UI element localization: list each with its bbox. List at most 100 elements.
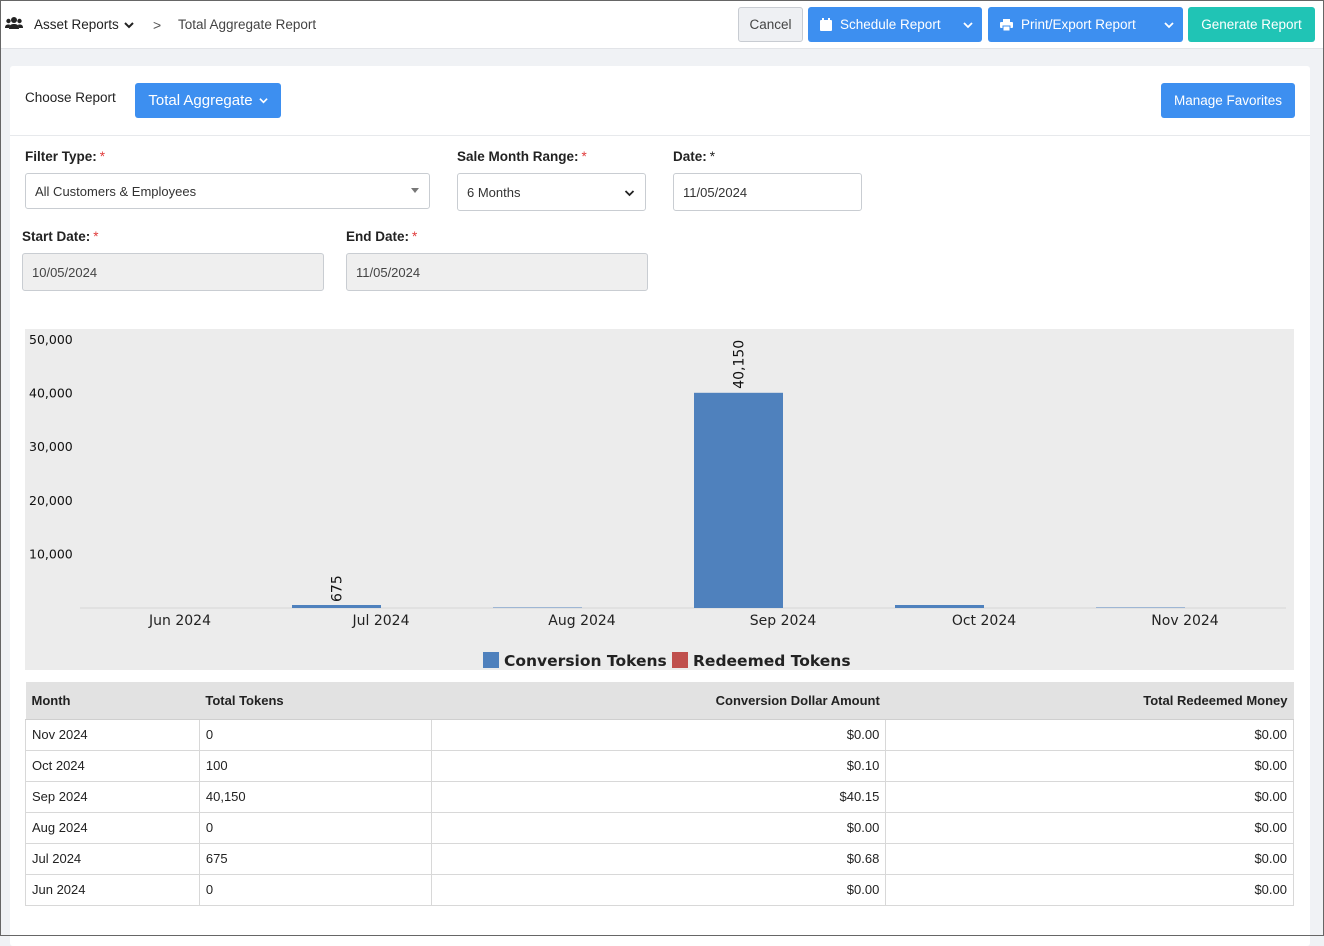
x-tick-label: Oct 2024 [952, 613, 1016, 629]
table-row: Jun 2024 0 $0.00 $0.00 [25, 873, 1294, 906]
column-header-redeemed-money[interactable]: Total Redeemed Money [885, 682, 1294, 720]
report-select-button[interactable]: Total Aggregate [135, 83, 281, 118]
schedule-report-label: Schedule Report [840, 17, 941, 32]
start-date-input[interactable]: 10/05/2024 [22, 253, 324, 291]
x-tick-label: Sep 2024 [750, 613, 817, 629]
start-date-label: Start Date: * [22, 229, 99, 244]
start-date-value: 10/05/2024 [32, 264, 98, 280]
bar-data-label: 675 [330, 575, 346, 602]
print-export-dropdown[interactable] [1155, 7, 1183, 42]
users-icon [5, 16, 23, 30]
printer-icon [1000, 18, 1013, 31]
token-chart: 10,000 20,000 30,000 40,000 50,000 675 40,150 J… [25, 329, 1294, 670]
top-bar: Asset Reports > Total Aggregate Report C… [0, 0, 1324, 49]
chevron-down-icon [624, 190, 635, 197]
print-export-button[interactable]: Print/Export Report [988, 7, 1183, 42]
cell-month: Nov 2024 [25, 718, 200, 751]
column-header-conversion-amount[interactable]: Conversion Dollar Amount [431, 682, 886, 720]
filter-type-label: Filter Type: * [25, 149, 106, 164]
cell-total-tokens: 0 [198, 718, 432, 751]
breadcrumb-separator: > [153, 16, 162, 33]
bar-oct-2024 [895, 605, 984, 608]
bar-sep-2024 [694, 392, 783, 608]
choose-report-label: Choose Report [25, 90, 116, 105]
cell-conversion-amount: $0.00 [430, 811, 887, 844]
cell-conversion-amount: $0.10 [430, 749, 887, 782]
schedule-report-dropdown[interactable] [954, 7, 982, 42]
end-date-value: 11/05/2024 [356, 264, 421, 280]
table-header-row: Month Total Tokens Conversion Dollar Amo… [25, 682, 1294, 720]
date-input[interactable]: 11/05/2024 [673, 173, 862, 211]
bar-jul-2024 [292, 605, 381, 608]
y-tick-label: 20,000 [29, 493, 73, 508]
legend-swatch [672, 652, 688, 668]
cancel-button[interactable]: Cancel [738, 7, 803, 42]
cell-total-tokens: 0 [198, 811, 432, 844]
cell-redeemed-money: $0.00 [885, 873, 1294, 906]
cell-month: Jun 2024 [25, 873, 200, 906]
end-date-label: End Date: * [346, 229, 418, 244]
column-header-month[interactable]: Month [25, 682, 200, 720]
report-select-label: Total Aggregate [148, 92, 253, 109]
y-tick-label: 40,000 [29, 386, 73, 401]
column-header-total-tokens[interactable]: Total Tokens [199, 682, 432, 720]
schedule-report-button[interactable]: Schedule Report [808, 7, 982, 42]
schedule-report-main[interactable]: Schedule Report [808, 7, 941, 42]
breadcrumb-current: Total Aggregate Report [178, 17, 317, 32]
chevron-down-icon [963, 21, 973, 28]
print-export-main[interactable]: Print/Export Report [988, 7, 1136, 42]
month-range-select[interactable]: 6 Months [457, 173, 646, 211]
month-range-label: Sale Month Range: * [457, 149, 587, 164]
required-marker: * [93, 229, 99, 244]
y-tick-label: 30,000 [29, 439, 73, 454]
legend-label: Redeemed Tokens [693, 652, 851, 670]
filter-type-select[interactable]: All Customers & Employees [25, 173, 430, 209]
x-tick-label: Jul 2024 [352, 613, 410, 629]
chevron-down-icon [124, 21, 134, 28]
cell-conversion-amount: $0.68 [430, 842, 887, 875]
cell-redeemed-money: $0.00 [885, 749, 1294, 782]
bar-aug-2024 [493, 607, 582, 608]
cell-month: Aug 2024 [25, 811, 200, 844]
table-row: Aug 2024 0 $0.00 $0.00 [25, 811, 1294, 844]
required-marker: * [99, 149, 106, 164]
cell-redeemed-money: $0.00 [885, 718, 1294, 751]
required-marker: * [581, 149, 587, 164]
cell-total-tokens: 0 [198, 873, 432, 906]
table-row: Sep 2024 40,150 $40.15 $0.00 [25, 780, 1294, 813]
breadcrumb-root[interactable]: Asset Reports [34, 0, 134, 49]
caret-down-icon [411, 188, 419, 193]
cell-conversion-amount: $40.15 [430, 780, 887, 813]
cell-redeemed-money: $0.00 [885, 811, 1294, 844]
month-range-value: 6 Months [467, 184, 521, 200]
header-divider [10, 135, 1310, 136]
chevron-down-icon [258, 98, 268, 104]
cell-total-tokens: 100 [198, 749, 432, 782]
chevron-down-icon [1164, 21, 1174, 28]
cell-conversion-amount: $0.00 [430, 873, 887, 906]
cell-month: Oct 2024 [25, 749, 200, 782]
y-tick-label: 50,000 [29, 332, 73, 347]
token-chart-svg: 10,000 20,000 30,000 40,000 50,000 675 40,150 J… [29, 332, 1286, 670]
date-value: 11/05/2024 [683, 184, 748, 200]
table-row: Nov 2024 0 $0.00 $0.00 [25, 718, 1294, 751]
end-date-input[interactable]: 11/05/2024 [346, 253, 648, 291]
date-label: Date: * [673, 149, 716, 164]
print-export-label: Print/Export Report [1021, 17, 1136, 32]
legend-swatch [483, 652, 499, 668]
manage-favorites-button[interactable]: Manage Favorites [1161, 83, 1295, 118]
breadcrumb-root-label: Asset Reports [34, 17, 119, 32]
legend-label: Conversion Tokens [504, 652, 667, 670]
cell-month: Jul 2024 [25, 842, 200, 875]
cell-redeemed-money: $0.00 [885, 780, 1294, 813]
filter-type-value: All Customers & Employees [35, 183, 197, 199]
required-marker: * [709, 149, 716, 164]
cell-redeemed-money: $0.00 [885, 842, 1294, 875]
aggregate-table: Month Total Tokens Conversion Dollar Amo… [25, 682, 1294, 906]
table-row: Jul 2024 675 $0.68 $0.00 [25, 842, 1294, 875]
x-tick-label: Jun 2024 [148, 613, 211, 629]
cell-total-tokens: 40,150 [198, 780, 432, 813]
generate-report-button[interactable]: Generate Report [1188, 7, 1315, 42]
cell-conversion-amount: $0.00 [430, 718, 887, 751]
table-row: Oct 2024 100 $0.10 $0.00 [25, 749, 1294, 782]
